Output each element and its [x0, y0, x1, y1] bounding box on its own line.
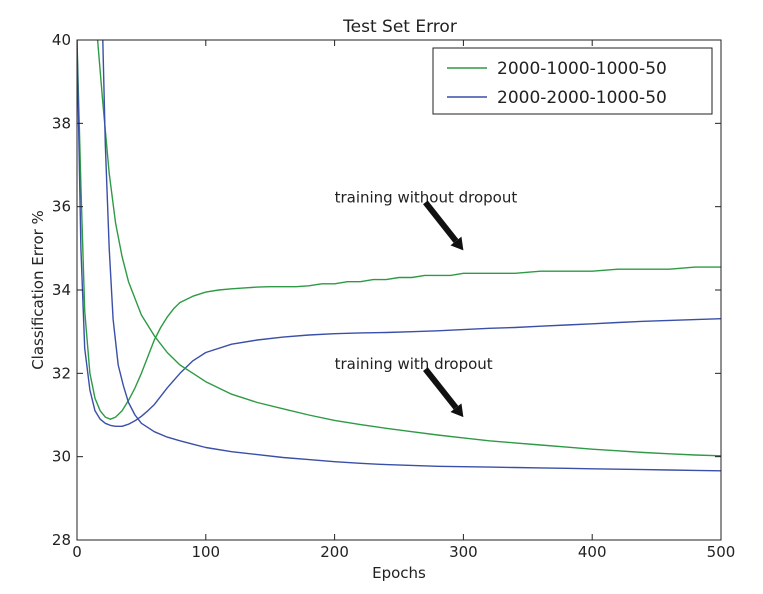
series-line-1: [77, 40, 721, 427]
x-tick-label: 100: [191, 543, 220, 561]
y-tick-label: 32: [52, 364, 71, 382]
x-tick-label: 200: [320, 543, 349, 561]
annotations: training without dropout training with dr…: [335, 189, 518, 418]
x-tick-label: 500: [707, 543, 736, 561]
annotation-arrow-head: [450, 403, 464, 418]
series-line-2: [96, 40, 721, 457]
x-tick-label: 0: [72, 543, 82, 561]
series-line-3: [102, 40, 721, 472]
x-axis-label: Epochs: [372, 564, 426, 582]
legend-entry: 2000-2000-1000-50: [497, 88, 667, 108]
y-axis-label: Classification Error %: [29, 210, 47, 370]
x-tick-label: 300: [449, 543, 478, 561]
y-tick-label: 36: [52, 198, 71, 216]
series-line-0: [77, 40, 721, 420]
x-tick-label: 400: [578, 543, 607, 561]
annotation-arrow-shaft: [423, 367, 459, 410]
y-tick-label: 40: [52, 31, 71, 49]
legend-box: [432, 47, 713, 115]
legend-entry: 2000-1000-1000-50: [497, 59, 667, 79]
annotation-arrow-head: [450, 236, 464, 251]
plot-area: [77, 40, 721, 472]
y-tick-label: 38: [52, 114, 71, 132]
y-tick-label: 28: [52, 531, 71, 549]
y-tick-label: 30: [52, 448, 71, 466]
annotation-text: training with dropout: [335, 355, 493, 373]
axes: 0 100 200 300 400 500 28 30 32 34 36 38 40: [52, 31, 735, 561]
annotation-text: training without dropout: [335, 189, 518, 207]
y-tick-label: 34: [52, 281, 71, 299]
legend: 2000-1000-1000-50 2000-2000-1000-50: [432, 47, 713, 115]
chart-title: Test Set Error: [342, 17, 457, 37]
annotation-arrow-shaft: [423, 200, 459, 243]
